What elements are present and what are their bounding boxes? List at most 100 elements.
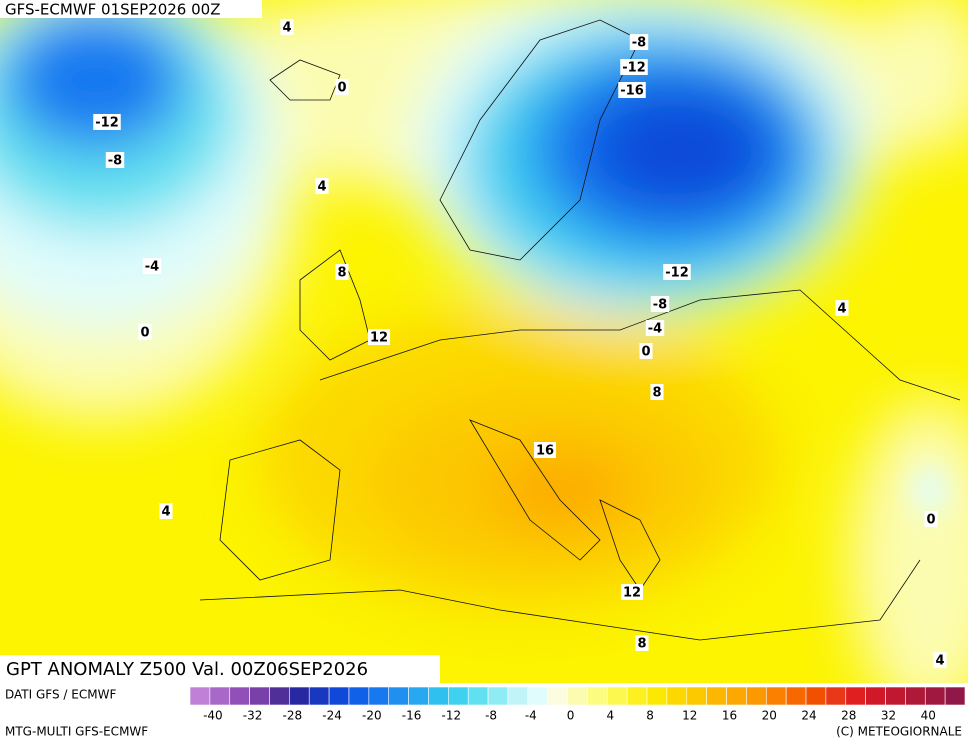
legend-swatch <box>666 686 688 706</box>
contour-label-box <box>635 635 649 651</box>
contour-label: 0 <box>641 345 650 360</box>
contour-label: -12 <box>95 116 119 131</box>
contour-label: 4 <box>317 180 326 195</box>
legend-swatch <box>845 686 866 706</box>
legend-swatch <box>428 686 449 706</box>
contour-label-box <box>159 503 173 519</box>
contour-label: -4 <box>145 260 159 275</box>
legend-swatch <box>269 686 290 706</box>
contour-label: 12 <box>370 331 388 346</box>
legend-swatch <box>547 686 568 706</box>
legend-swatch <box>924 686 946 706</box>
legend-swatch <box>686 686 707 706</box>
legend-swatch <box>805 686 827 706</box>
legend-swatch <box>706 686 727 706</box>
legend-swatch <box>348 686 370 706</box>
title-box <box>0 655 440 683</box>
legend-swatch <box>646 686 668 706</box>
legend-label: -8 <box>485 709 497 723</box>
legend-swatch <box>865 686 886 706</box>
legend-label: -40 <box>203 709 223 723</box>
legend-swatch <box>408 686 429 706</box>
legend-label: -4 <box>525 709 537 723</box>
contour-label-box <box>315 178 329 194</box>
legend-label: -12 <box>442 709 462 723</box>
coastlines <box>199 19 961 641</box>
legend-swatch <box>726 686 747 706</box>
legend-swatch <box>765 686 787 706</box>
footer-credit: (C) METEOGIORNALE <box>836 725 962 739</box>
header-box <box>0 0 262 18</box>
legend-swatch <box>189 686 211 706</box>
contour-label: 0 <box>926 513 935 528</box>
legend-swatch <box>507 686 529 706</box>
contour-label-box <box>924 511 938 527</box>
legend-label: 4 <box>606 709 614 723</box>
contour-label: 8 <box>652 386 661 401</box>
legend-swatch <box>746 686 767 706</box>
contour-label: 0 <box>337 81 346 96</box>
contour-label: -8 <box>108 154 122 169</box>
legend-swatch <box>944 686 966 706</box>
contour-label: 16 <box>536 444 554 459</box>
legend-label: 28 <box>841 709 856 723</box>
legend-swatch <box>825 686 847 706</box>
footer-model: MTG-MULTI GFS-ECMWF <box>5 725 148 739</box>
legend-swatch <box>905 686 926 706</box>
legend-label: 8 <box>646 709 654 723</box>
legend-label: 40 <box>921 709 936 723</box>
legend-label: -16 <box>402 709 422 723</box>
contour-label-box <box>629 34 649 50</box>
anomaly-field <box>0 0 968 720</box>
contour-label-box <box>620 59 648 75</box>
contour-label: -12 <box>665 266 689 281</box>
map-title: GPT ANOMALY Z500 Val. 00Z06SEP2026 <box>6 659 368 680</box>
contour-label-box <box>142 258 162 274</box>
legend-swatch <box>388 686 409 706</box>
legend-swatch <box>607 686 628 706</box>
legend-label: 12 <box>682 709 697 723</box>
legend-swatch <box>289 686 310 706</box>
contour-label-box <box>335 79 349 95</box>
contour-label-box <box>933 652 947 668</box>
contour-label: 4 <box>282 21 291 36</box>
legend-swatch <box>567 686 588 706</box>
contour-label-box <box>618 82 646 98</box>
contour-label: -16 <box>620 84 644 99</box>
contour-label-box <box>105 152 125 168</box>
contour-label-box <box>335 264 349 280</box>
legend-label: -20 <box>362 709 382 723</box>
contour-label: 0 <box>140 326 149 341</box>
contour-label-box <box>645 320 665 336</box>
legend-swatch <box>448 686 469 706</box>
legend-swatch <box>308 686 330 706</box>
legend-swatch <box>587 686 608 706</box>
footer-source: DATI GFS / ECMWF <box>5 688 116 702</box>
contour-label: -8 <box>653 298 667 313</box>
legend-swatch <box>626 686 648 706</box>
legend-swatch <box>229 686 250 706</box>
contour-label-box <box>93 114 121 130</box>
legend-label: -28 <box>283 709 303 723</box>
contour-label: 4 <box>935 654 944 669</box>
legend-swatch <box>209 686 231 706</box>
contour-label: 4 <box>161 505 170 520</box>
contour-label-box <box>650 384 664 400</box>
contour-label-box <box>639 343 653 359</box>
contour-label-box <box>663 264 691 280</box>
contour-label: 12 <box>623 586 641 601</box>
contour-label-box <box>835 300 849 316</box>
legend-label: 16 <box>722 709 737 723</box>
contour-label: 8 <box>637 637 646 652</box>
legend-label: 0 <box>567 709 575 723</box>
legend-swatch <box>885 686 906 706</box>
contour-label-box <box>280 19 294 35</box>
contour-label-box <box>620 584 644 600</box>
legend-swatch <box>467 686 489 706</box>
legend-label: -32 <box>243 709 263 723</box>
legend-swatch <box>368 686 390 706</box>
legend-label: -24 <box>322 709 342 723</box>
contour-label: -4 <box>648 322 662 337</box>
